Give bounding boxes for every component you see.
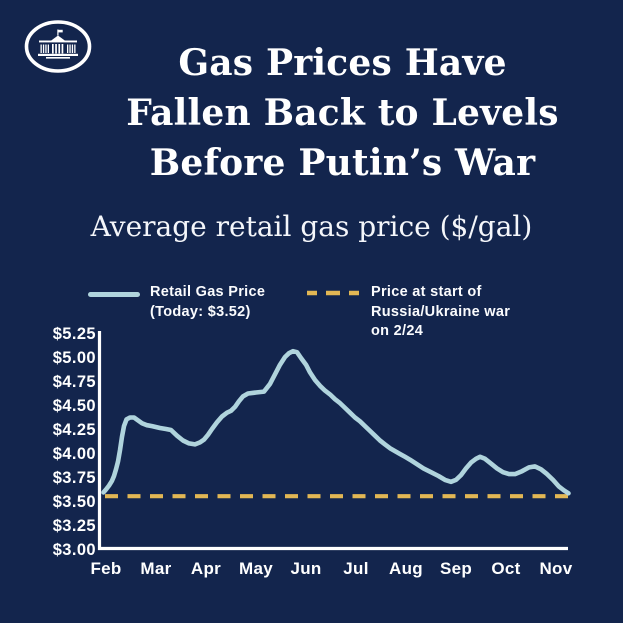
- chart-subtitle: Average retail gas price ($/gal): [90, 210, 533, 243]
- y-axis-label-500: $5.00: [53, 349, 96, 367]
- y-axis-label-475: $4.75: [53, 373, 96, 391]
- retail-gas-price-line: [101, 348, 571, 496]
- y-axis-label-350: $3.50: [53, 493, 96, 511]
- legend-war-start-price: Price at start of Russia/Ukraine war on …: [307, 283, 510, 342]
- x-axis-label-feb: Feb: [90, 559, 121, 578]
- x-axis-label-apr: Apr: [191, 559, 221, 578]
- x-axis-label-jun: Jun: [290, 559, 321, 578]
- x-axis-label-oct: Oct: [491, 559, 520, 578]
- white-house-building: [38, 29, 78, 59]
- y-axis-label-400: $4.00: [53, 445, 96, 463]
- legend-retail-today: (Today: $3.52): [150, 303, 251, 320]
- legend-war-label-2: Russia/Ukraine war: [371, 303, 511, 320]
- x-axis-label-aug: Aug: [389, 559, 423, 578]
- retail-line-swatch-icon: [88, 292, 140, 297]
- x-axis-label-sep: Sep: [440, 559, 472, 578]
- x-axis-label-nov: Nov: [539, 559, 572, 578]
- white-house-seal-icon: [24, 20, 92, 73]
- title-line-3: Before Putin’s War: [149, 142, 536, 184]
- x-axis-label-mar: Mar: [140, 559, 171, 578]
- legend-retail-gas-price: Retail Gas Price (Today: $3.52): [88, 283, 265, 322]
- y-axis-label-300: $3.00: [53, 541, 96, 559]
- legend-war-label-3: on 2/24: [371, 323, 424, 339]
- title-line-2: Fallen Back to Levels: [126, 92, 559, 134]
- x-axis-label-may: May: [239, 559, 273, 578]
- legend-war-label-1: Price at start of: [371, 284, 482, 300]
- y-axis-label-425: $4.25: [53, 421, 96, 439]
- title-line-1: Gas Prices Have: [178, 42, 507, 84]
- chart-axes: [97, 331, 568, 551]
- y-axis-label-525: $5.25: [53, 325, 96, 343]
- legend-retail-label: Retail Gas Price: [150, 284, 266, 300]
- x-axis-label-jul: Jul: [343, 559, 368, 578]
- y-axis-label-375: $3.75: [53, 469, 96, 487]
- page-title: Gas Prices Have Fallen Back to Levels Be…: [78, 38, 607, 188]
- y-axis-label-450: $4.50: [53, 397, 96, 415]
- y-axis-label-325: $3.25: [53, 517, 96, 535]
- dashed-line-swatch-icon: [307, 290, 359, 296]
